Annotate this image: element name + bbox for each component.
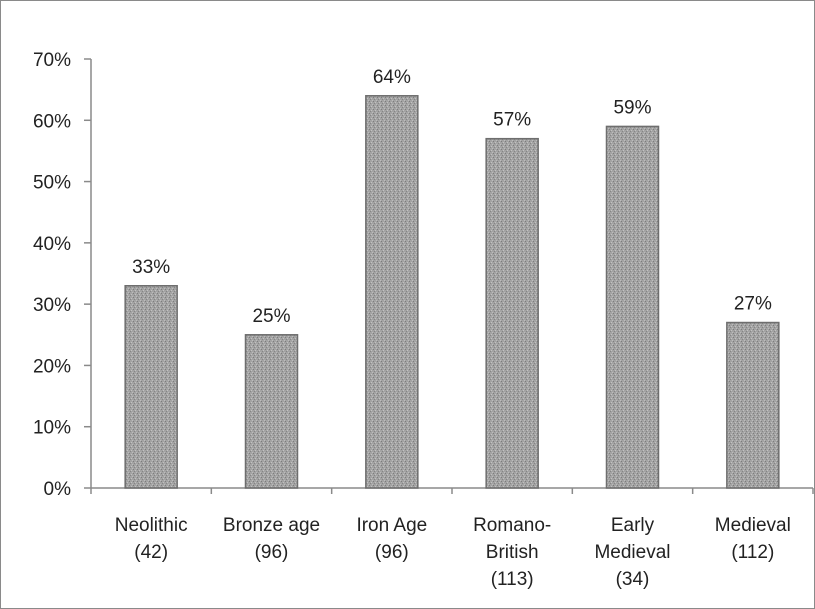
bar xyxy=(726,321,780,489)
data-label: 25% xyxy=(252,306,290,327)
data-label: 33% xyxy=(132,257,170,278)
bar xyxy=(244,334,299,489)
y-tick-label: 20% xyxy=(33,356,71,377)
category-label: Iron Age xyxy=(356,515,427,536)
category-label: Medieval xyxy=(594,542,670,563)
category-label: Neolithic xyxy=(115,515,188,536)
category-label: Romano- xyxy=(473,515,551,536)
category-label: Bronze age xyxy=(223,515,320,536)
y-tick-label: 70% xyxy=(33,50,71,71)
category-label: (96) xyxy=(255,542,289,563)
category-label: (42) xyxy=(134,542,168,563)
y-tick-label: 0% xyxy=(44,479,72,500)
data-label: 64% xyxy=(373,67,411,88)
bar xyxy=(485,137,539,489)
category-labels: Neolithic (42) Bronze age (96) Iron Age (96) R… xyxy=(115,515,791,590)
y-tick-label: 50% xyxy=(33,173,71,194)
y-axis: 0% 10% 20% 30% 40% 50% 60% 70% xyxy=(33,50,92,500)
data-label: 57% xyxy=(493,110,531,131)
bar xyxy=(124,285,178,489)
data-labels: 33% 25% 64% 57% 59% 27% xyxy=(132,67,772,327)
x-axis xyxy=(90,487,814,494)
bar-series xyxy=(124,95,780,489)
category-label: (34) xyxy=(616,569,650,590)
y-tick-label: 40% xyxy=(33,234,71,255)
category-label: Medieval xyxy=(715,515,791,536)
y-tick-label: 10% xyxy=(33,418,71,439)
category-label: British xyxy=(486,542,539,563)
y-tick-label: 60% xyxy=(33,111,71,132)
category-label: (113) xyxy=(491,569,534,590)
y-tick-label: 30% xyxy=(33,295,71,316)
data-label: 27% xyxy=(734,294,772,315)
bar xyxy=(605,125,660,489)
data-label: 59% xyxy=(613,97,651,118)
category-label: Early xyxy=(611,515,655,536)
category-label: (96) xyxy=(375,542,409,563)
category-label: (112) xyxy=(731,542,774,563)
bar xyxy=(365,95,419,489)
